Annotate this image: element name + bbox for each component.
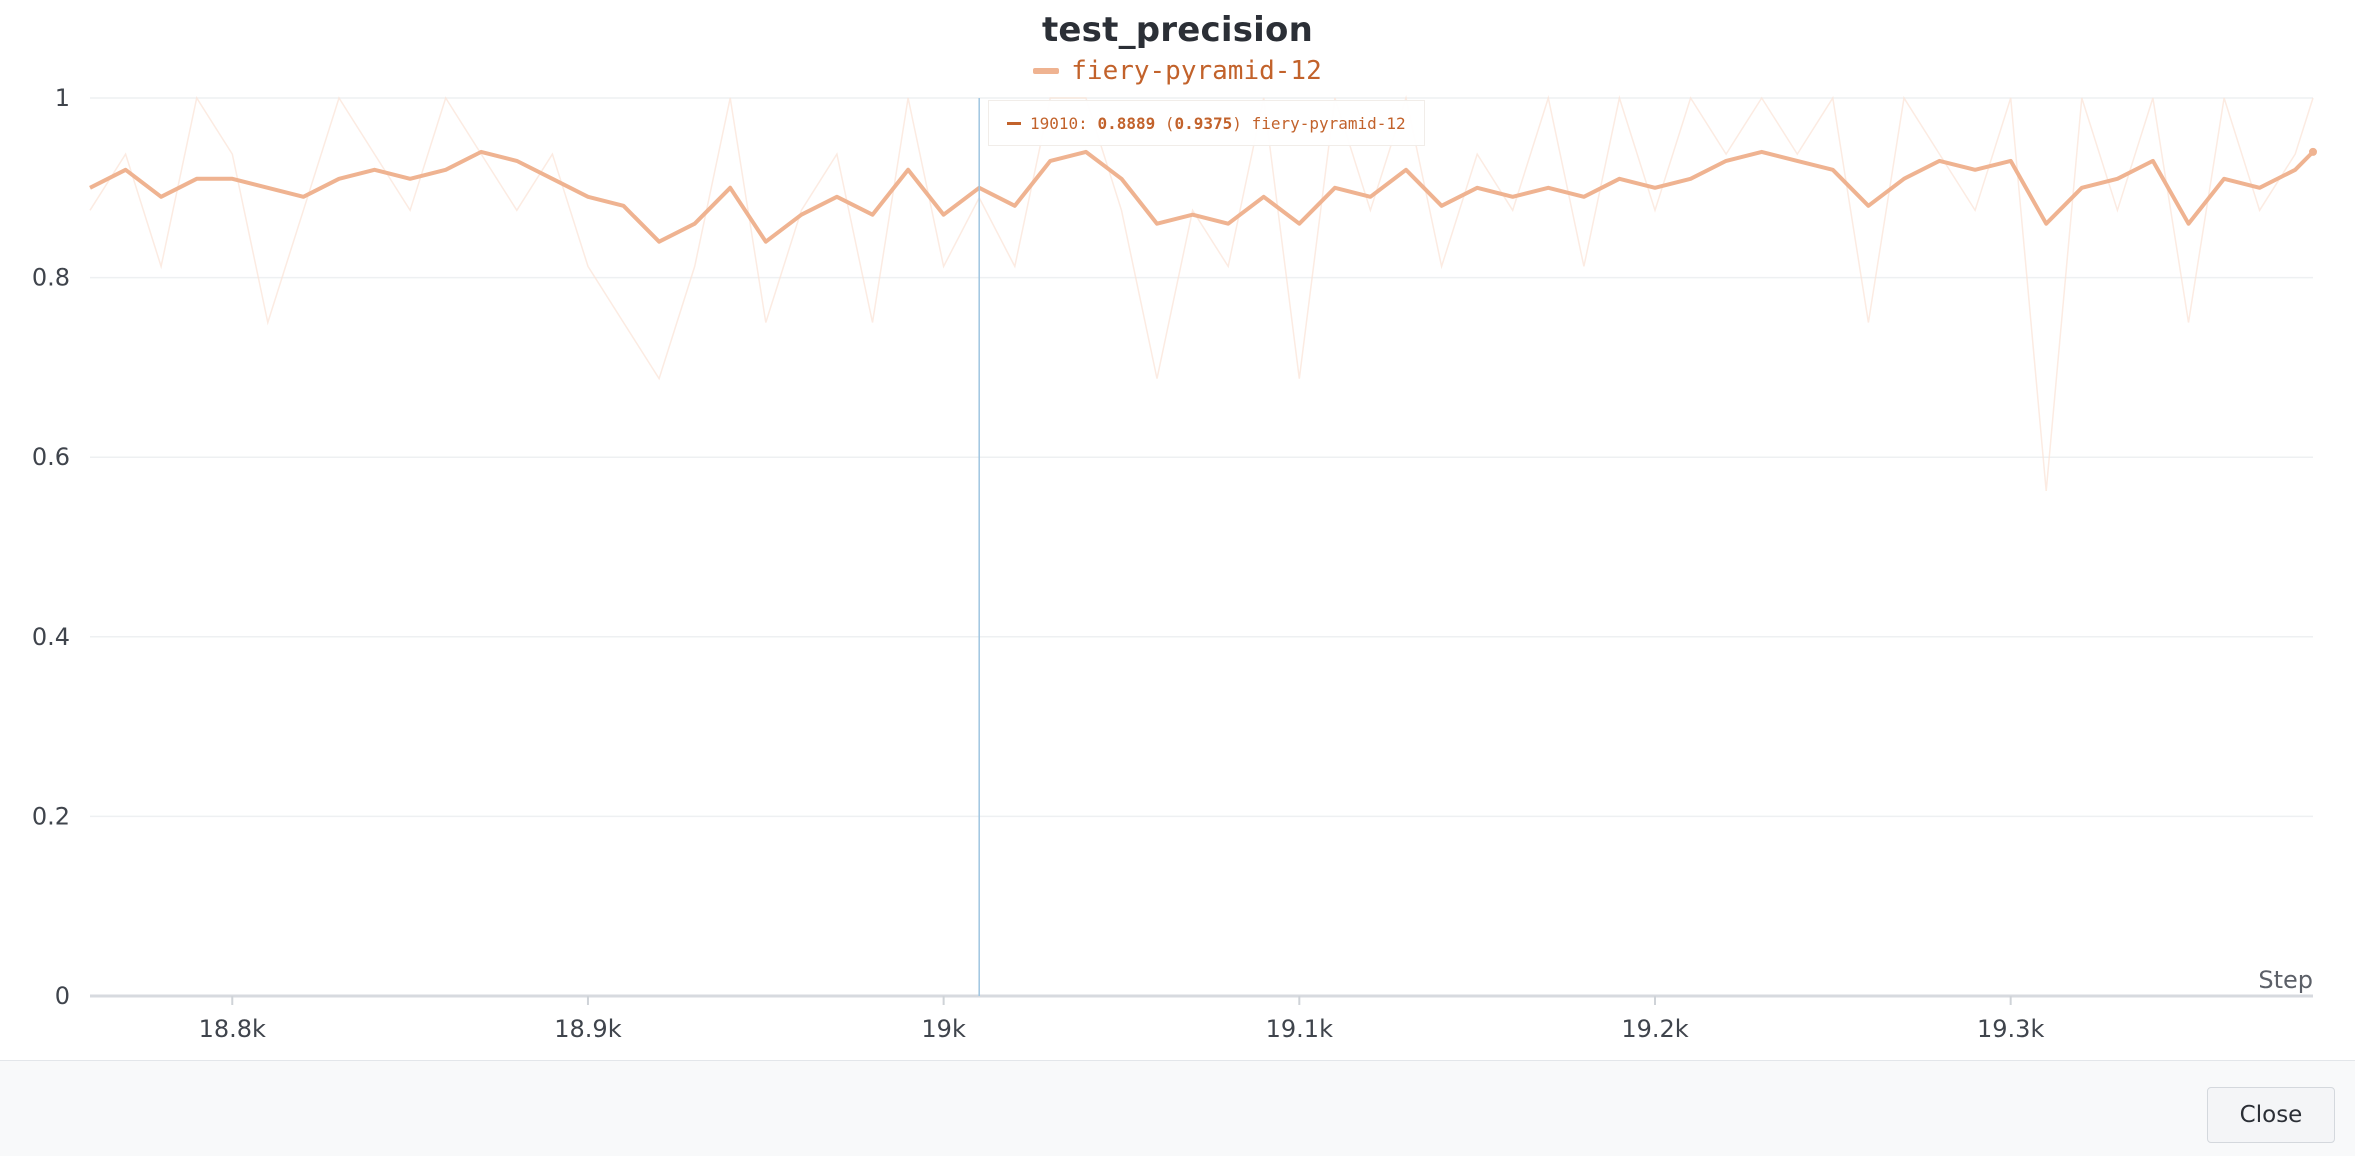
x-tick-label: 19.3k <box>1977 1015 2044 1043</box>
x-tick-label: 19.1k <box>1266 1015 1333 1043</box>
y-tick-label: 0 <box>55 982 70 1010</box>
axes: 0 0.2 0.4 0.6 0.8 1 18.8k 18.9k 19k 19.1k 19.2k 19.… <box>32 84 2313 1043</box>
y-tick-label: 0.8 <box>32 264 70 292</box>
line-chart[interactable]: 0 0.2 0.4 0.6 0.8 1 18.8k 18.9k 19k 19.1k 19.2k 19.… <box>0 0 2355 1060</box>
hover-tooltip: 19010: 0.8889 (0.9375) fiery-pyramid-12 <box>988 100 1425 146</box>
chart-legend[interactable]: fiery-pyramid-12 <box>0 56 2355 86</box>
x-tick-label: 18.9k <box>554 1015 621 1043</box>
close-button[interactable]: Close <box>2207 1087 2335 1143</box>
grid-lines <box>90 97 2313 818</box>
smoothed-series <box>89 147 2317 244</box>
y-tick-label: 0.6 <box>32 443 70 471</box>
x-tick-label: 19.2k <box>1621 1015 1688 1043</box>
chart-title: test_precision <box>1041 10 1314 50</box>
x-tick-label: 18.8k <box>199 1015 266 1043</box>
tooltip-series-marker <box>1007 121 1021 125</box>
x-tick-label: 19k <box>921 1015 966 1043</box>
y-tick-label: 0.2 <box>32 802 70 830</box>
legend-swatch <box>1033 68 1060 74</box>
raw-series <box>89 95 2314 491</box>
tooltip-value: 0.8889 <box>1097 113 1156 133</box>
y-tick-label: 0.4 <box>32 623 70 651</box>
x-axis-title: Step <box>2258 966 2313 994</box>
tooltip-series-name: fiery-pyramid-12 <box>1251 113 1406 133</box>
raw-series-line <box>89 95 2314 491</box>
tooltip-smoothed-value: 0.9375 <box>1174 113 1233 133</box>
legend-label: fiery-pyramid-12 <box>1071 56 1322 86</box>
tooltip-step: 19010 <box>1030 113 1079 133</box>
dialog-footer: Close <box>0 1060 2355 1156</box>
series-line[interactable] <box>89 149 2315 244</box>
series-endpoint <box>2309 147 2317 156</box>
y-tick-label: 1 <box>55 84 70 112</box>
